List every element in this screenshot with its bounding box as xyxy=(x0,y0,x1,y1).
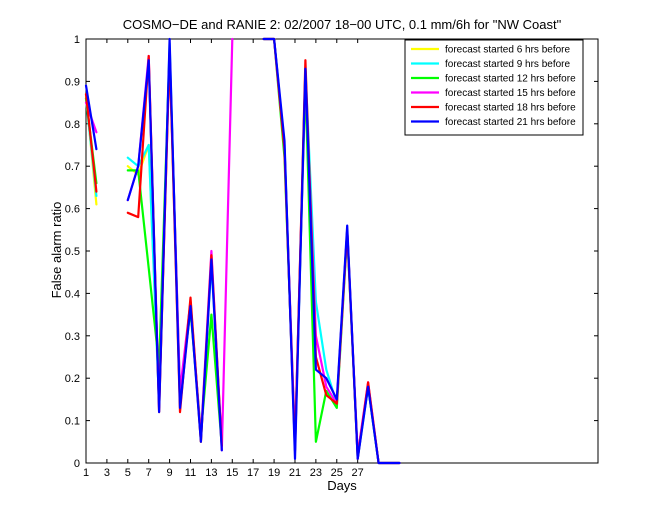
y-tick-label: 1 xyxy=(74,34,80,46)
x-tick-label: 11 xyxy=(185,467,196,479)
y-tick-label: 0.5 xyxy=(65,246,80,258)
x-axis-title: Days xyxy=(327,478,357,493)
x-tick-label: 1 xyxy=(83,467,89,479)
legend-box xyxy=(404,39,584,136)
y-tick-label: 0.3 xyxy=(65,331,80,343)
legend-label: forecast started 6 hrs before xyxy=(445,45,571,56)
legend-label: forecast started 12 hrs before xyxy=(445,74,576,85)
y-tick-label: 0 xyxy=(74,458,80,470)
x-tick-label: 19 xyxy=(268,467,280,479)
legend-label: forecast started 9 hrs before xyxy=(445,59,571,70)
x-tick-label: 27 xyxy=(352,467,364,479)
x-tick-label: 3 xyxy=(104,467,110,479)
series-layer xyxy=(84,37,401,465)
legend: forecast started 6 hrs before forecast st… xyxy=(404,39,584,136)
y-tick-label: 0.7 xyxy=(65,161,80,173)
y-tick-label: 0.4 xyxy=(65,288,80,300)
x-axis: 1 3 5 7 9 11 13 15 17 19 21 23 25 27 xyxy=(83,39,364,479)
x-tick-label: 9 xyxy=(167,467,173,479)
x-tick-label: 21 xyxy=(289,467,301,479)
legend-label: forecast started 21 hrs before xyxy=(445,117,576,128)
x-tick-label: 23 xyxy=(310,467,322,479)
legend-label: forecast started 15 hrs before xyxy=(445,88,576,99)
legend-label: forecast started 18 hrs before xyxy=(445,103,576,114)
x-tick-label: 15 xyxy=(226,467,238,479)
y-tick-label: 0.1 xyxy=(65,416,80,428)
x-tick-label: 13 xyxy=(205,467,217,479)
x-tick-label: 17 xyxy=(247,467,259,479)
x-tick-label: 25 xyxy=(331,467,343,479)
y-tick-label: 0.2 xyxy=(65,373,80,385)
x-tick-label: 5 xyxy=(125,467,131,479)
y-tick-label: 0.8 xyxy=(65,119,80,131)
y-tick-label: 0.9 xyxy=(65,76,80,88)
series-line-6 xyxy=(84,37,401,465)
y-axis-title: False alarm ratio xyxy=(49,202,64,299)
chart-title: COSMO−DE and RANIE 2: 02/2007 18−00 UTC,… xyxy=(123,17,562,32)
y-axis: 0 0.1 0.2 0.3 0.4 0.5 0.6 0.7 0.8 0.9 1 xyxy=(65,34,598,470)
y-tick-label: 0.6 xyxy=(65,204,80,216)
x-tick-label: 7 xyxy=(146,467,152,479)
